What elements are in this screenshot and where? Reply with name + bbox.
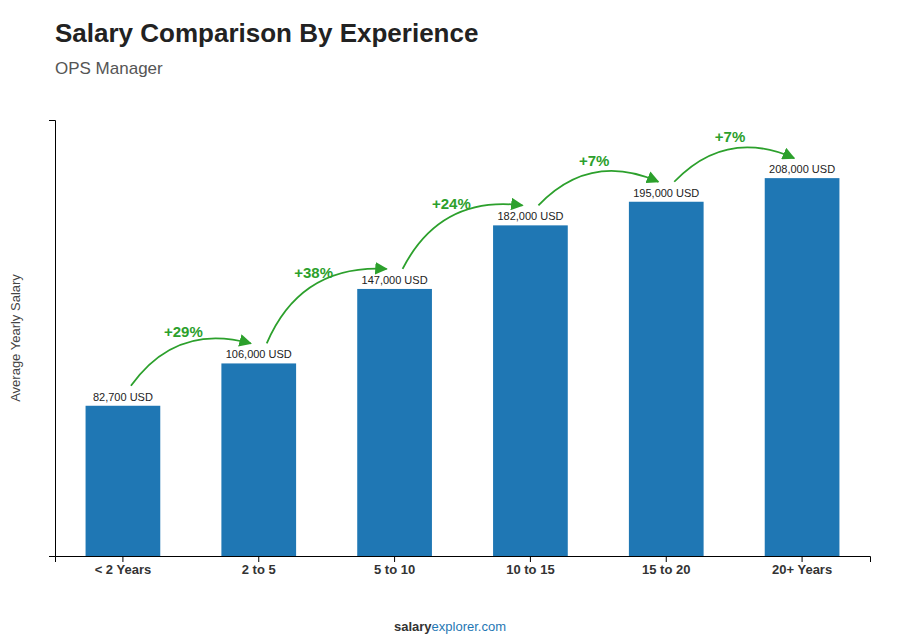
data-label: 195,000 USD: [633, 187, 699, 199]
x-tick-mark: [122, 556, 123, 562]
x-tick-mark: [258, 556, 259, 562]
watermark-part: explorer.com: [432, 619, 506, 634]
data-label: 182,000 USD: [497, 210, 563, 222]
y-axis-line: [49, 121, 56, 557]
x-tick-label: 2 to 5: [242, 562, 276, 577]
change-label: +7%: [579, 152, 609, 169]
x-tick: 10 to 15: [506, 556, 554, 577]
change-arrow: [403, 204, 523, 269]
bar: [765, 178, 840, 556]
x-tick-label: 10 to 15: [506, 562, 554, 577]
y-axis-title: Average Yearly Salary: [8, 274, 23, 402]
chart: Salary Comparison By Experience OPS Manag…: [0, 0, 900, 641]
data-labels: 82,700 USD 106,000 USD 147,000 USD 182,000 …: [93, 163, 835, 403]
x-tick-label: 20+ Years: [772, 562, 832, 577]
x-tick-label: 15 to 20: [642, 562, 690, 577]
plot: < 2 Years 2 to 5 5 to 10 10 to 15 15 to 20 20…: [49, 121, 871, 578]
x-tick: 20+ Years: [772, 556, 832, 577]
x-tick-label: < 2 Years: [95, 562, 152, 577]
change-label: +29%: [164, 323, 203, 340]
x-tick-mark: [666, 556, 667, 562]
data-label: 147,000 USD: [362, 274, 428, 286]
x-tick-label: 5 to 10: [374, 562, 415, 577]
x-tick-mark: [530, 556, 531, 562]
data-label: 106,000 USD: [226, 348, 292, 360]
data-label: 82,700 USD: [93, 391, 153, 403]
x-tick: 15 to 20: [642, 556, 690, 577]
bar: [86, 406, 161, 556]
change-arrow: [131, 338, 251, 385]
bar: [357, 289, 432, 556]
watermark: salaryexplorer.com: [394, 619, 506, 634]
x-tick-mark: [802, 556, 803, 562]
change-arrow: [674, 147, 794, 181]
x-axis: < 2 Years 2 to 5 5 to 10 10 to 15 15 to 20 20…: [56, 556, 871, 577]
change-label: +38%: [294, 264, 333, 281]
watermark-part: salary: [394, 619, 432, 634]
bar: [629, 202, 704, 556]
change-label: +7%: [715, 128, 745, 145]
title: Salary Comparison By Experience: [55, 18, 478, 48]
x-tick: < 2 Years: [95, 556, 152, 577]
x-tick-mark: [394, 556, 395, 562]
bar: [221, 363, 296, 556]
change-annotations: +29% +38% +24% +7% +7%: [131, 128, 794, 386]
change-label: +24%: [432, 195, 471, 212]
x-tick: 2 to 5: [242, 556, 276, 577]
x-tick: 5 to 10: [374, 556, 415, 577]
x-axis-line: [56, 557, 871, 563]
y-axis: [49, 121, 56, 557]
subtitle: OPS Manager: [55, 59, 163, 78]
bar: [493, 225, 568, 556]
bars: [86, 178, 840, 556]
data-label: 208,000 USD: [769, 163, 835, 175]
change-arrow: [538, 171, 658, 205]
